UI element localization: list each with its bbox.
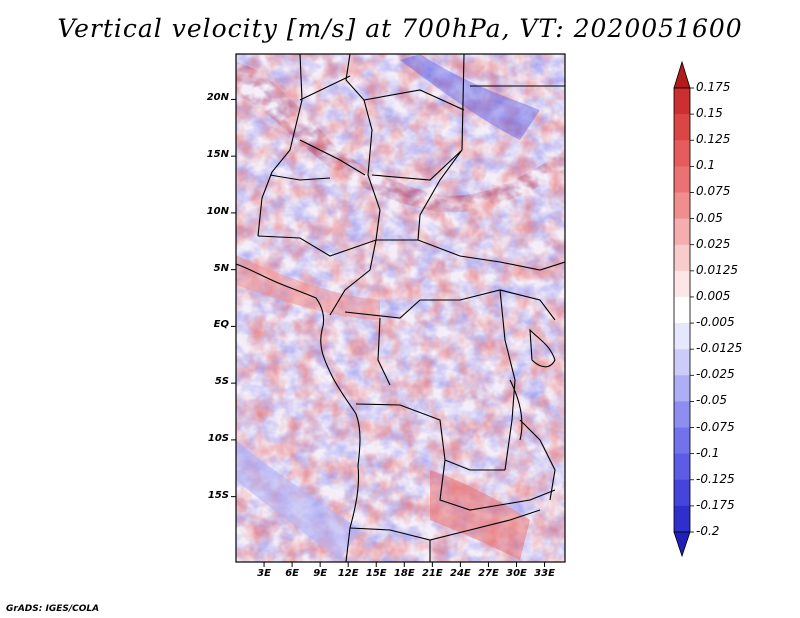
lon-tick-label: 24E xyxy=(450,568,471,579)
colorbar-label: 0.1 xyxy=(696,158,716,173)
colorbar-swatch xyxy=(674,453,690,481)
colorbar-label: -0.2 xyxy=(696,524,720,538)
colorbar-swatch xyxy=(674,88,690,115)
colorbar-label: 0.0125 xyxy=(696,262,738,277)
colorbar-label: -0.125 xyxy=(696,471,735,486)
colorbar-swatch xyxy=(674,375,690,402)
colorbar-min-arrow xyxy=(673,531,691,558)
velocity-field xyxy=(236,54,565,562)
lon-tick-label: 27E xyxy=(478,568,499,579)
colorbar-label: 0.075 xyxy=(696,184,731,199)
colorbar-label: -0.175 xyxy=(696,497,735,512)
colorbar-label: 0.125 xyxy=(696,132,731,147)
colorbar-swatch xyxy=(674,401,690,429)
colorbar-label: 0.05 xyxy=(696,210,723,225)
colorbar-label: -0.1 xyxy=(696,445,720,460)
colorbar-label: -0.025 xyxy=(696,367,735,382)
map-frame xyxy=(235,53,566,563)
lon-tick-label: 3E xyxy=(257,568,271,579)
colorbar-swatch xyxy=(674,140,690,167)
lat-tick-label: 10S xyxy=(207,432,229,444)
colorbar-swatch xyxy=(674,296,690,324)
lon-ticks xyxy=(263,562,546,567)
colorbar-max-arrow xyxy=(673,60,691,89)
lon-tick-label: 30E xyxy=(506,568,527,579)
colorbar-swatch xyxy=(674,192,690,220)
lat-tick-label: 5N xyxy=(213,262,229,274)
country-borders xyxy=(236,54,565,562)
colorbar-swatch xyxy=(674,349,690,376)
lat-ticks xyxy=(231,98,236,498)
colorbar-swatch xyxy=(674,218,690,246)
colorbar-label: 0.025 xyxy=(696,236,731,251)
colorbar-swatch xyxy=(674,505,690,533)
colorbar-label: 0.15 xyxy=(696,106,723,121)
lat-tick-label: EQ xyxy=(213,319,229,331)
lon-tick-label: 15E xyxy=(365,568,387,579)
lat-tick-label: 10N xyxy=(206,205,229,217)
map-title: Vertical velocity [m/s] at 700hPa, VT: 2… xyxy=(57,14,743,43)
lon-tick-label: 12E xyxy=(337,568,359,579)
lon-tick-label: 18E xyxy=(393,568,415,579)
colorbar-label: -0.05 xyxy=(696,393,728,408)
colorbar-label: -0.0125 xyxy=(696,341,743,356)
colorbar-swatch xyxy=(674,114,690,141)
lat-tick-label: 15N xyxy=(206,149,229,161)
lon-tick-label: 9E xyxy=(313,568,328,579)
lat-tick-label: 15S xyxy=(207,489,229,501)
lat-tick-label: 20N xyxy=(206,92,229,104)
lon-tick-label: 33E xyxy=(534,568,555,579)
credit-text: GrADS: IGES/COLA xyxy=(6,604,100,614)
colorbar-label: -0.075 xyxy=(696,419,735,434)
colorbar-swatch xyxy=(674,270,690,298)
colorbar-label: 0.175 xyxy=(696,80,731,94)
colorbar-swatch xyxy=(674,479,690,507)
colorbar-swatch xyxy=(674,323,690,350)
lon-tick-label: 6E xyxy=(285,568,299,579)
colorbar-swatch xyxy=(674,166,690,193)
lon-tick-label: 21E xyxy=(421,568,443,579)
colorbar-swatch xyxy=(674,244,690,272)
colorbar-swatch xyxy=(674,427,690,455)
colorbar xyxy=(673,60,694,558)
lat-tick-label: 5S xyxy=(214,376,229,388)
colorbar-label: 0.005 xyxy=(696,288,731,303)
colorbar-label: -0.005 xyxy=(696,315,735,330)
